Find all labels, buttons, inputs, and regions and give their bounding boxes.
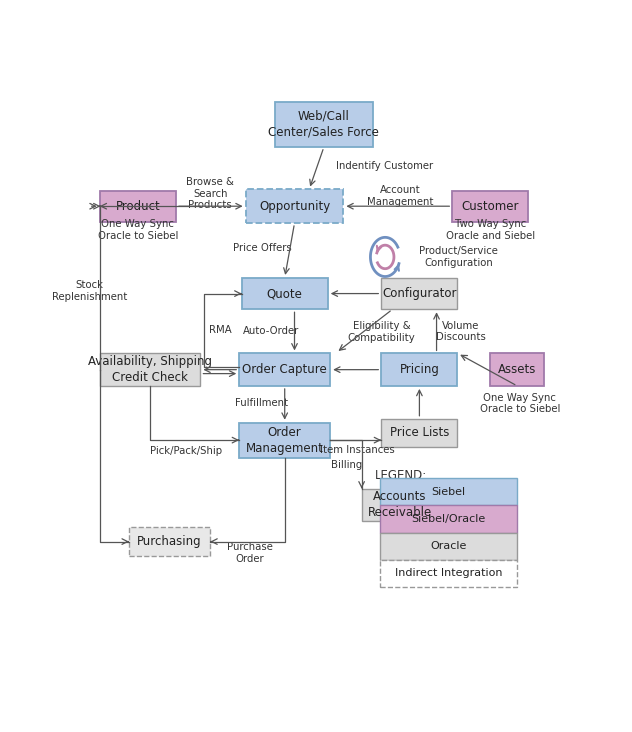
FancyBboxPatch shape	[453, 191, 528, 222]
Text: Item Instances: Item Instances	[320, 445, 394, 455]
FancyBboxPatch shape	[380, 533, 518, 559]
FancyBboxPatch shape	[380, 559, 518, 586]
Text: Assets: Assets	[498, 363, 537, 376]
FancyBboxPatch shape	[380, 479, 518, 506]
Text: Quote: Quote	[267, 287, 303, 300]
Text: Browse &
Search
Products: Browse & Search Products	[186, 177, 234, 210]
Text: Opportunity: Opportunity	[259, 200, 330, 213]
Text: Configurator: Configurator	[382, 287, 457, 300]
Text: Accounts
Receivable: Accounts Receivable	[368, 490, 432, 520]
FancyBboxPatch shape	[100, 191, 176, 222]
Text: Customer: Customer	[462, 200, 519, 213]
Text: Pick/Pack/Ship: Pick/Pack/Ship	[150, 447, 222, 456]
FancyBboxPatch shape	[129, 527, 210, 556]
Text: Purchasing: Purchasing	[137, 535, 202, 548]
Text: Price Lists: Price Lists	[390, 426, 449, 439]
Text: Indentify Customer: Indentify Customer	[336, 160, 434, 171]
Text: Oracle: Oracle	[430, 541, 467, 551]
Text: Purchase
Order: Purchase Order	[226, 542, 272, 564]
Text: Product: Product	[116, 200, 160, 213]
Text: One Way Sync
Oracle to Siebel: One Way Sync Oracle to Siebel	[480, 392, 560, 414]
Text: Product/Service
Configuration: Product/Service Configuration	[420, 246, 498, 268]
Text: Pricing: Pricing	[399, 363, 439, 376]
Text: Auto-Order: Auto-Order	[243, 326, 299, 336]
FancyBboxPatch shape	[382, 278, 458, 309]
Text: Account
Management: Account Management	[367, 185, 433, 207]
Text: Fulfillment: Fulfillment	[234, 398, 288, 408]
FancyBboxPatch shape	[240, 422, 330, 458]
Text: Siebel/Oracle: Siebel/Oracle	[411, 514, 486, 524]
Text: Indirect Integration: Indirect Integration	[395, 568, 502, 578]
Text: Siebel: Siebel	[432, 487, 466, 497]
Text: Availability, Shipping
Credit Check: Availability, Shipping Credit Check	[88, 355, 212, 384]
Text: Two Way Sync
Oracle and Siebel: Two Way Sync Oracle and Siebel	[446, 219, 535, 241]
FancyBboxPatch shape	[275, 102, 373, 147]
Text: Volume
Discounts: Volume Discounts	[436, 321, 486, 342]
Text: Order
Management: Order Management	[246, 425, 324, 455]
Text: RMA: RMA	[209, 325, 231, 335]
FancyBboxPatch shape	[242, 278, 327, 309]
Text: Web/Call
Center/Sales Force: Web/Call Center/Sales Force	[269, 110, 379, 139]
FancyBboxPatch shape	[362, 488, 438, 521]
Text: Eligibility &
Compatibility: Eligibility & Compatibility	[348, 321, 416, 343]
FancyBboxPatch shape	[245, 190, 344, 223]
Text: Billing: Billing	[331, 460, 363, 471]
Text: Price Offers: Price Offers	[233, 244, 292, 253]
Text: Order Capture: Order Capture	[242, 363, 327, 376]
FancyBboxPatch shape	[240, 354, 330, 386]
Text: One Way Sync
Oracle to Siebel: One Way Sync Oracle to Siebel	[97, 219, 178, 241]
FancyBboxPatch shape	[382, 354, 458, 386]
FancyBboxPatch shape	[490, 354, 544, 386]
Text: LEGEND:: LEGEND:	[375, 469, 428, 482]
FancyBboxPatch shape	[380, 506, 518, 533]
FancyBboxPatch shape	[382, 419, 458, 447]
FancyBboxPatch shape	[100, 354, 200, 386]
Text: Stock
Replenishment: Stock Replenishment	[52, 280, 128, 302]
